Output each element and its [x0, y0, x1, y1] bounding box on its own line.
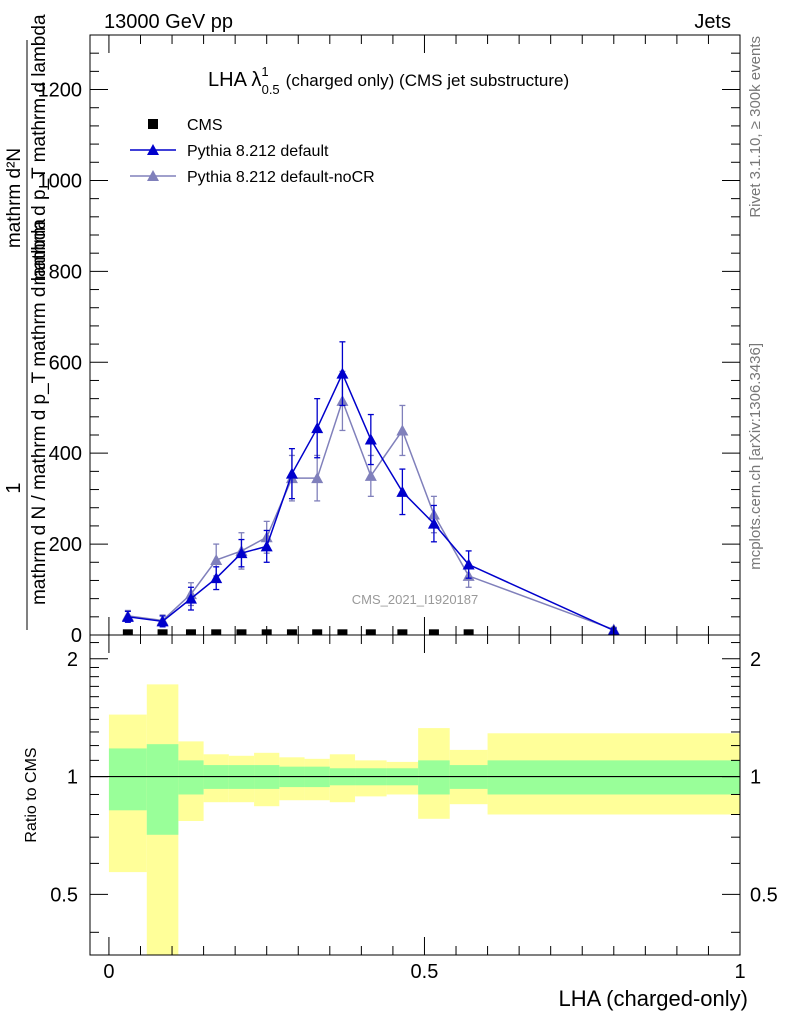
- main-plot-content: [121, 341, 620, 638]
- main-ytick-label: 600: [49, 352, 82, 374]
- main-ytick-label: 1200: [38, 80, 83, 102]
- ratio-ytick-label-right: 2: [750, 649, 761, 671]
- ratio-plot: 0.5 0.5 1 1 2 2 0 0.5 1: [50, 634, 778, 983]
- data-point-cms: [312, 629, 323, 638]
- plot-title-rest: (charged only) (CMS jet substructure): [286, 71, 569, 90]
- ratio-band-green: [108, 748, 147, 811]
- data-point-nocr: [364, 469, 377, 481]
- analysis-watermark: CMS_2021_I1920187: [352, 592, 479, 607]
- data-point-default: [364, 433, 377, 445]
- data-point-cms: [122, 629, 133, 638]
- legend-marker-nocr: [147, 170, 159, 181]
- energy-label: 13000 GeV pp: [104, 11, 233, 33]
- ylabel-num-1: 1: [3, 482, 25, 493]
- data-point-default: [396, 485, 409, 497]
- data-point-default: [260, 540, 273, 552]
- data-point-cms: [463, 629, 474, 638]
- plot-title-sup: 1: [261, 64, 268, 79]
- data-point-default: [427, 517, 440, 529]
- data-point-nocr: [210, 554, 223, 565]
- data-point-default: [462, 558, 475, 570]
- main-y-label: 1 mathrm d N / mathrm d p_T mathrm d lam…: [3, 14, 50, 630]
- data-point-cms: [286, 629, 297, 638]
- data-point-cms: [337, 629, 348, 638]
- data-point-cms: [185, 629, 196, 638]
- data-point-default: [235, 547, 248, 559]
- ratio-band-green: [178, 760, 204, 795]
- data-point-default: [121, 610, 134, 622]
- main-plot: 0 200 400 600 800 1000 1200 LHA λ1 0.5 (charged …: [38, 34, 741, 647]
- ratio-plot-content: [90, 684, 740, 955]
- data-point-default: [311, 422, 324, 434]
- legend-label-nocr: Pythia 8.212 default-noCR: [187, 169, 375, 186]
- data-point-default: [184, 592, 197, 604]
- series-line-default: [127, 371, 615, 632]
- plot-title-main: LHA λ: [208, 69, 261, 91]
- rivet-label: Rivet 3.1.10, ≥ 300k events: [747, 36, 764, 218]
- main-ytick-label: 800: [49, 261, 82, 283]
- mcplots-label: mcplots.cern.ch [arXiv:1306.3436]: [747, 343, 764, 570]
- plot-title: LHA λ1 0.5 (charged only) (CMS jet substru…: [208, 64, 569, 97]
- ratio-ytick-label: 2: [67, 649, 78, 671]
- xtick-label: 0: [103, 961, 114, 983]
- data-point-default: [156, 615, 169, 627]
- ratio-ytick-label-right: 0.5: [750, 884, 778, 906]
- main-ytick-label: 400: [49, 443, 82, 465]
- data-point-default: [336, 367, 349, 379]
- ylabel-den-2: mathrm d p_T mathrm d lambda: [29, 14, 50, 285]
- ratio-ytick-label: 0.5: [50, 884, 78, 906]
- series-line-nocr: [127, 398, 615, 631]
- ylabel-den-1: mathrm d N / mathrm d p_T mathrm d lambd…: [29, 219, 50, 606]
- main-ytick-label: 200: [49, 534, 82, 556]
- data-point-cms: [236, 629, 247, 638]
- ratio-band-green: [487, 760, 740, 795]
- data-point-nocr: [311, 472, 324, 484]
- ratio-ytick-label-right: 1: [750, 767, 761, 789]
- x-axis-label: LHA (charged-only): [558, 986, 748, 1011]
- legend-marker-cms: [148, 119, 158, 129]
- legend-label-cms: CMS: [187, 117, 223, 134]
- main-ytick-label: 1000: [38, 170, 83, 192]
- data-point-cms: [157, 629, 168, 638]
- ratio-band-green: [146, 744, 179, 835]
- data-point-cms: [428, 629, 439, 638]
- data-point-cms: [397, 629, 408, 638]
- xtick-label: 1: [734, 961, 745, 983]
- ratio-y-label: Ratio to CMS: [23, 747, 40, 842]
- data-point-cms: [211, 629, 222, 638]
- ratio-axes: 0.5 0.5 1 1 2 2 0 0.5 1: [50, 635, 778, 983]
- data-point-default: [285, 467, 298, 479]
- data-point-default: [210, 572, 223, 584]
- legend-label-default: Pythia 8.212 default: [187, 143, 329, 160]
- ratio-ytick-label: 1: [67, 767, 78, 789]
- legend: CMS Pythia 8.212 default Pythia 8.212 de…: [130, 117, 375, 186]
- process-label: Jets: [694, 11, 731, 33]
- main-ytick-label: 0: [71, 625, 82, 647]
- ratio-plot-frame: [89, 634, 741, 956]
- data-point-nocr: [396, 424, 409, 436]
- plot-title-sub: 0.5: [262, 82, 280, 97]
- xtick-label: 0.5: [411, 961, 439, 983]
- ylabel-num-2: mathrm d²N: [4, 148, 25, 248]
- legend-marker-default: [147, 144, 159, 155]
- ratio-band-green: [418, 760, 450, 795]
- data-point-cms: [365, 629, 376, 638]
